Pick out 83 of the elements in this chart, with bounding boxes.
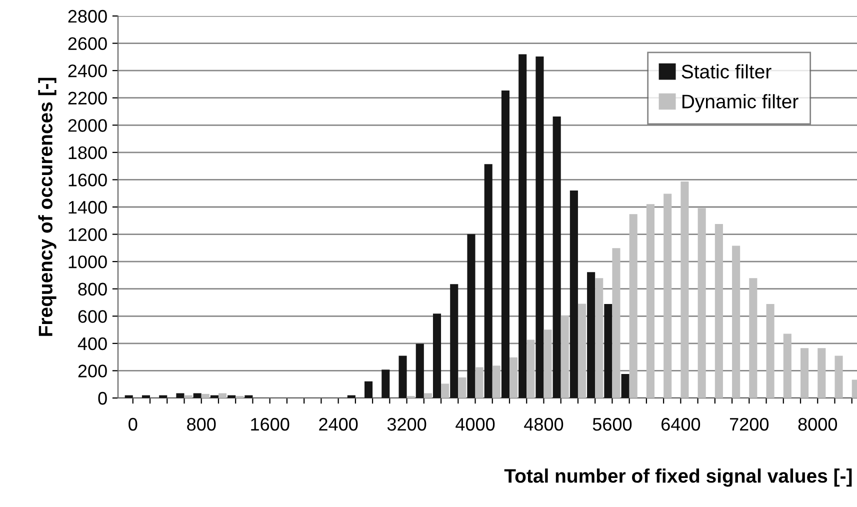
x-tick-label: 4800	[524, 418, 564, 431]
y-tick-label: 800	[78, 282, 107, 296]
x-tick-label: 3200	[387, 418, 426, 431]
bar	[783, 334, 792, 398]
y-tick-label: 2000	[68, 119, 107, 132]
bar	[587, 272, 596, 398]
bar	[834, 356, 843, 398]
bar	[612, 248, 620, 398]
bar	[432, 314, 442, 398]
x-tick-label: 6400	[662, 418, 700, 431]
bar	[544, 330, 552, 398]
x-tick-label: 2400	[319, 418, 358, 431]
bar	[382, 370, 390, 398]
bar	[347, 395, 356, 398]
bar	[578, 304, 586, 398]
bar	[142, 395, 150, 398]
x-tick-label: 7200	[730, 418, 769, 431]
y-tick-label: 2600	[68, 37, 107, 50]
bar	[244, 395, 253, 398]
legend-label: Static filter	[682, 64, 772, 79]
bar	[526, 340, 535, 398]
x-tick-label: 5600	[592, 418, 632, 431]
y-tick-label: 1400	[68, 200, 107, 214]
y-tick-label: 1600	[68, 174, 107, 186]
y-tick-label: 1000	[68, 256, 107, 268]
y-axis-title: Frequency of occurences [-]	[38, 78, 56, 336]
bar	[124, 395, 133, 398]
bar	[766, 304, 774, 398]
bar	[680, 181, 689, 398]
bar	[484, 164, 492, 398]
y-tick-label: 2400	[68, 64, 107, 78]
bar	[228, 395, 236, 398]
bar	[714, 224, 723, 398]
bar	[646, 204, 654, 398]
y-tick-label: 600	[78, 310, 107, 323]
bar	[509, 357, 518, 398]
y-tick-label: 2800	[68, 10, 107, 23]
bar	[560, 315, 569, 398]
legend-label: Dynamic filter	[682, 94, 798, 112]
x-tick-label: 0	[128, 418, 138, 431]
bar	[664, 194, 672, 398]
bar	[552, 116, 561, 398]
bar	[450, 284, 458, 398]
bar	[818, 348, 826, 398]
x-tick-label: 1600	[251, 418, 290, 431]
bar	[570, 190, 578, 398]
bar	[159, 395, 168, 398]
bar	[732, 246, 740, 398]
bar	[441, 384, 450, 398]
x-tick-label: 4000	[456, 418, 495, 431]
bar	[416, 344, 424, 398]
y-tick-label: 1800	[68, 146, 107, 160]
y-tick-label: 200	[78, 364, 107, 378]
bar	[518, 54, 527, 398]
bar	[595, 278, 604, 398]
bar	[698, 208, 706, 398]
bar	[176, 393, 184, 398]
bar	[184, 395, 192, 398]
bar	[193, 393, 202, 398]
bar	[458, 377, 466, 398]
y-tick-label: 2200	[68, 92, 107, 105]
bar	[424, 393, 432, 398]
x-tick-label: 8000	[798, 418, 838, 431]
y-tick-label: 1200	[68, 228, 107, 242]
bar	[364, 381, 373, 398]
x-tick-label: 800	[187, 418, 216, 431]
bar	[218, 393, 227, 398]
y-tick-label: 400	[78, 337, 107, 350]
bar	[492, 366, 500, 398]
bar	[398, 356, 407, 398]
x-axis-title: Total number of fixed signal values [-]	[504, 468, 852, 487]
bar	[501, 90, 510, 398]
bar	[604, 304, 612, 398]
bar	[629, 214, 638, 398]
y-tick-label: 0	[98, 392, 107, 405]
bar	[475, 367, 484, 398]
bar	[467, 234, 476, 398]
bar	[536, 56, 544, 398]
bar	[800, 348, 809, 398]
bar	[749, 278, 758, 398]
bar	[621, 374, 630, 398]
bar	[201, 394, 210, 398]
bar	[210, 395, 218, 398]
